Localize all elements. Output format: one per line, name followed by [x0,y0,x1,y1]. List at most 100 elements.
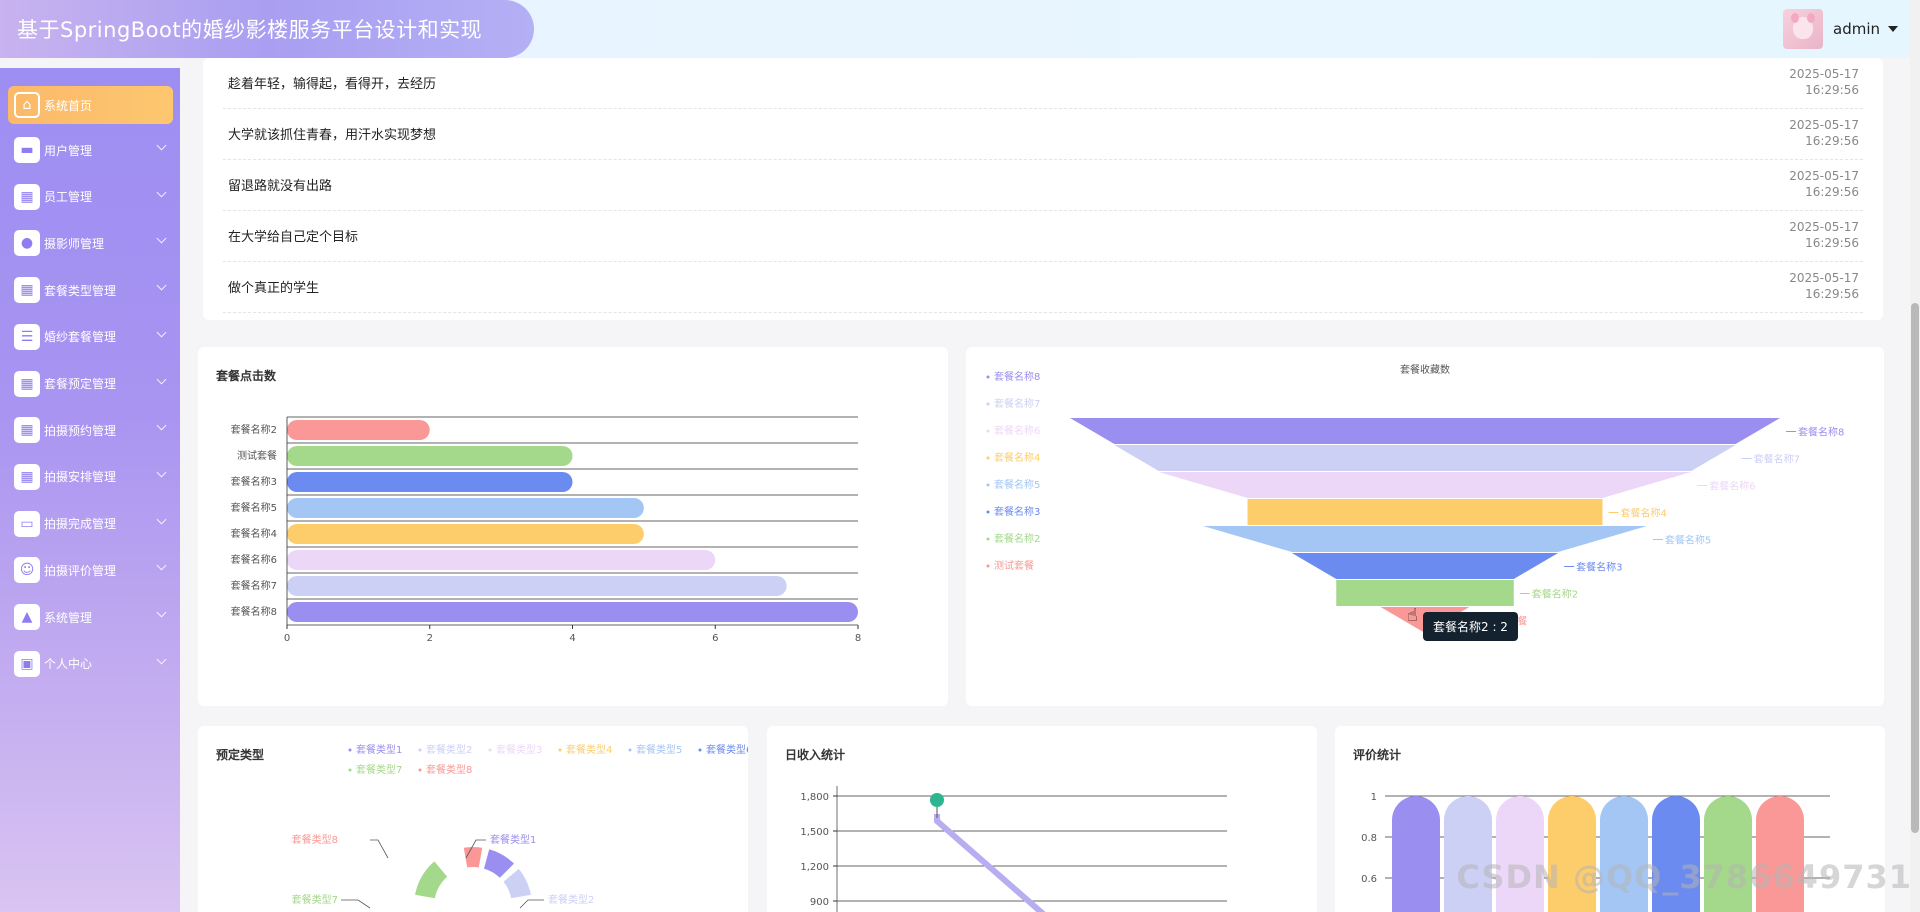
stamp-icon: ▲ [14,604,40,630]
legend-label: 套餐类型8 [426,763,472,776]
y-tick-label: 0.6 [1361,874,1377,885]
person-icon: ☺ [14,557,40,584]
legend-label: 套餐名称3 [994,505,1040,518]
sidebar-item-label: 套餐类型管理 [44,283,117,298]
y-tick-label: 套餐名称4 [231,527,277,540]
chevron-down-icon [156,420,167,431]
sidebar-item-1[interactable]: ⌂ 系统首页 [8,86,173,124]
sidebar-item-label: 拍摄安排管理 [44,470,117,485]
y-tick-label: 套餐名称2 [231,423,277,436]
grid-icon: ▦ [14,370,40,397]
vertical-scrollbar[interactable] [1910,58,1920,912]
bar [287,472,573,492]
avatar[interactable] [1783,9,1823,49]
x-tick-label: 6 [712,633,718,644]
sidebar-item-11[interactable]: ☺ 拍摄评价管理 [8,551,173,589]
chevron-down-icon [156,560,167,571]
y-tick-label: 1,800 [800,792,829,803]
favorite-funnel-card: 套餐收藏数 套餐名称8 套餐名称7 套餐名称6 套餐名称4 套餐名称5 套餐名称3 套餐名称2… [966,347,1884,706]
sidebar-item-10[interactable]: ▭ 拍摄完成管理 [8,505,173,543]
notice-row[interactable]: 趁着年轻，输得起，看得开，去经历 2025-05-17 16:29:56 [223,58,1863,109]
caret-down-icon[interactable] [1888,26,1898,32]
scrollbar-thumb[interactable] [1911,303,1919,833]
sidebar-item-9[interactable]: ▦ 拍摄安排管理 [8,458,173,496]
top-header: 基于SpringBoot的婚纱影楼服务平台设计和实现 admin [0,0,1920,58]
rating-bar [1548,796,1596,912]
scrollbar-track-top [1910,0,1920,58]
funnel-label: 套餐名称7 [1754,453,1800,466]
click-chart-title: 套餐点击数 [216,369,277,383]
notice-title[interactable]: 趁着年轻，输得起，看得开，去经历 [228,77,437,92]
notice-title[interactable]: 大学就该抓住青春，用汗水实现梦想 [228,128,437,143]
notice-title[interactable]: 做个真正的学生 [228,281,320,296]
sidebar-item-4[interactable]: ● 摄影师管理 [8,224,173,262]
y-tick-label: 1 [1371,792,1377,803]
funnel-label: 套餐名称5 [1665,534,1711,547]
user-icon: ▬ [14,137,40,163]
sidebar-item-2[interactable]: ▬ 用户管理 [8,131,173,169]
sidebar-item-7[interactable]: ▦ 套餐预定管理 [8,365,173,403]
notice-card: 趁着年轻，输得起，看得开，去经历 2025-05-17 16:29:56 大学就该抓住… [203,58,1883,320]
legend-dot [348,748,352,752]
booking-type-title: 预定类型 [216,748,265,762]
funnel-segment [1203,526,1647,552]
username-label[interactable]: admin [1833,20,1880,38]
legend-dot [348,768,352,772]
y-tick-label: 1,500 [800,827,829,838]
legend-dot [986,537,990,541]
notice-time: 16:29:56 [1805,83,1859,97]
legend-label: 套餐类型3 [496,743,542,756]
click-chart-card: 套餐点击数 套餐名称2 测试套餐 套餐名称3 套餐名称5 套餐名称4 套餐名称6 套餐名称7… [198,347,948,706]
sidebar-item-13[interactable]: ▣ 个人中心 [8,645,173,683]
legend-dot [986,456,990,460]
sidebar-item-label: 拍摄评价管理 [44,563,117,578]
rating-bar [1652,796,1700,912]
sidebar-item-label: 系统管理 [44,610,93,625]
bar [287,420,430,440]
x-tick-label: 2 [427,633,433,644]
sidebar-item-5[interactable]: ▦ 套餐类型管理 [8,271,173,309]
pie-leader-line [519,899,544,909]
notice-row[interactable]: 做个真正的学生 2025-05-17 16:29:56 [223,262,1863,313]
funnel-label: 套餐名称4 [1621,507,1667,520]
sidebar-item-3[interactable]: ▦ 员工管理 [8,178,173,216]
bar [287,498,644,518]
notice-row[interactable]: 大学就该抓住青春，用汗水实现梦想 2025-05-17 16:29:56 [223,109,1863,160]
chevron-down-icon [156,514,167,525]
chevron-down-icon [156,374,167,384]
sidebar: ⌂ 系统首页 ▬ 用户管理 ▦ 员工管理 ● 摄影师管理 ▦ 套餐类型管理 ☰ 婚纱套餐管理 ▦ 套餐预定… [0,68,180,912]
legend-dot [986,375,990,379]
sidebar-item-8[interactable]: ▦ 拍摄预约管理 [8,411,173,449]
daily-income-title: 日收入统计 [785,748,846,762]
notice-timestamp: 2025-05-17 16:29:56 [1789,168,1859,200]
notice-title[interactable]: 留退路就没有出路 [228,179,333,194]
funnel-segment [1336,580,1514,606]
funnel-segment [1070,418,1780,444]
y-tick-label: 1,200 [800,862,829,873]
sidebar-item-6[interactable]: ☰ 婚纱套餐管理 [8,318,173,356]
pie-leader-line [341,899,371,909]
legend-label: 套餐名称5 [994,478,1040,491]
notice-row[interactable]: 留退路就没有出路 2025-05-17 16:29:56 [223,160,1863,211]
daily-income-line: 1,800 1,500 1,200 900 [800,786,1227,912]
notice-timestamp: 2025-05-17 16:29:56 [1789,66,1859,98]
grid-icon: ▦ [14,417,40,444]
bar [287,446,573,466]
legend-label: 套餐类型5 [636,743,682,756]
notice-title[interactable]: 在大学给自己定个目标 [228,230,359,245]
bar [287,524,644,544]
bar [287,576,787,596]
sidebar-item-label: 用户管理 [44,143,93,158]
grid-icon: ▦ [14,463,40,490]
y-tick-label: 900 [810,897,829,908]
pie-label: 套餐类型1 [490,833,536,846]
notice-time: 16:29:56 [1805,236,1859,250]
pie-slice [500,866,534,901]
title-banner: 基于SpringBoot的婚纱影楼服务平台设计和实现 [0,0,534,58]
notice-row[interactable]: 在大学给自己定个目标 2025-05-17 16:29:56 [223,211,1863,262]
cursor-hand-icon: ☝ [1407,605,1418,626]
sidebar-item-12[interactable]: ▲ 系统管理 [8,598,173,636]
x-tick-label: 8 [855,633,861,644]
legend-label: 套餐名称4 [994,451,1040,464]
user-menu[interactable]: admin [1783,0,1920,58]
